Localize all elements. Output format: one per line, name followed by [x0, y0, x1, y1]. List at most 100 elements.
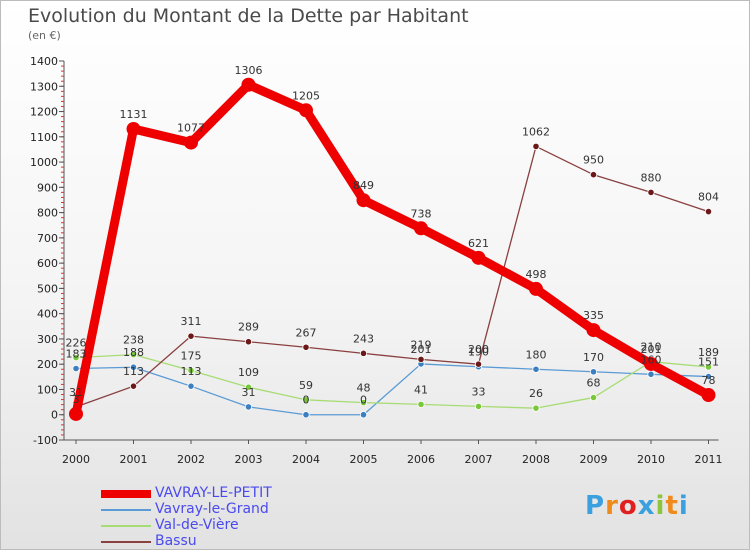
data-point — [589, 393, 598, 402]
x-tick-label: 2009 — [580, 453, 608, 466]
legend-label-val-de-viere: Val-de-Vière — [155, 517, 239, 533]
x-tick-label: 2001 — [120, 453, 148, 466]
data-point — [589, 368, 598, 376]
data-label: 238 — [123, 334, 144, 347]
proxiti-logo: Proxiti — [585, 491, 689, 521]
data-point — [532, 365, 540, 373]
data-point — [704, 363, 713, 371]
y-tick-label: 600 — [37, 257, 58, 270]
data-label: 190 — [468, 346, 489, 359]
y-tick-label: 900 — [37, 181, 58, 194]
data-point — [356, 193, 371, 208]
data-label: 267 — [296, 326, 317, 339]
data-label: 151 — [698, 356, 719, 369]
x-tick-label: 2002 — [177, 453, 205, 466]
data-point — [244, 383, 253, 391]
data-point — [299, 103, 313, 118]
data-label: 289 — [238, 321, 259, 334]
series-lines — [69, 77, 716, 421]
y-tick-label: 800 — [37, 207, 58, 220]
data-label: 113 — [181, 365, 202, 378]
data-point — [69, 406, 83, 421]
data-label: 68 — [587, 377, 601, 390]
data-label: 175 — [181, 350, 202, 363]
data-label: 33 — [472, 385, 486, 398]
data-label: 170 — [583, 351, 604, 364]
y-tick-label: 1000 — [30, 156, 58, 169]
y-tick-label: 400 — [37, 308, 58, 321]
chart-axes: -100010020030040050060070080090010001100… — [30, 55, 723, 466]
data-labels: 3113110771306120584973862149833520178183… — [66, 64, 720, 407]
data-point — [704, 207, 713, 216]
y-tick-label: 200 — [37, 358, 58, 371]
data-point — [586, 323, 601, 338]
data-point — [529, 281, 543, 296]
y-tick-label: 700 — [37, 232, 58, 245]
series-line-vavray-le-petit — [71, 80, 713, 419]
data-label: 31 — [242, 386, 256, 399]
data-label: 109 — [238, 366, 259, 379]
data-point — [241, 77, 256, 92]
logo-letter: x — [637, 491, 656, 521]
series-line-bassu — [75, 145, 710, 408]
series-line-val-de-viere — [75, 353, 710, 409]
data-label: 950 — [583, 154, 604, 167]
logo-letter: r — [605, 491, 619, 521]
y-tick-label: 100 — [37, 383, 58, 396]
data-point — [474, 402, 483, 410]
data-point — [589, 171, 598, 179]
x-tick-label: 2005 — [350, 453, 378, 466]
data-label: 849 — [353, 179, 374, 192]
data-point — [414, 221, 428, 236]
data-point — [244, 403, 253, 411]
y-tick-label: 300 — [37, 333, 58, 346]
data-point — [244, 338, 253, 346]
data-label: 160 — [641, 353, 662, 366]
data-point — [417, 400, 425, 408]
data-point — [129, 382, 138, 390]
chart-title: Evolution du Montant de la Dette par Hab… — [28, 5, 469, 27]
data-point — [187, 332, 195, 340]
data-point — [187, 382, 195, 390]
legend-label-vavray-le-grand: Vavray-le-Grand — [155, 501, 269, 517]
data-label: 3 — [73, 393, 80, 406]
logo-letter: P — [585, 491, 606, 521]
data-point — [644, 356, 658, 371]
data-label: 498 — [526, 268, 547, 281]
data-point — [647, 188, 655, 196]
data-label: 1306 — [235, 64, 263, 77]
data-point — [417, 355, 425, 363]
series-line-vavray-le-grand — [75, 363, 710, 416]
data-point — [704, 372, 713, 381]
data-label: 1062 — [522, 125, 550, 138]
data-label: 1205 — [292, 89, 320, 102]
series-vavray-le-petit — [69, 77, 716, 421]
data-point — [302, 396, 310, 404]
data-point — [126, 121, 141, 136]
data-point — [359, 411, 368, 419]
data-label: 226 — [66, 337, 87, 350]
y-tick-label: 1200 — [30, 106, 58, 119]
data-label: 621 — [468, 237, 489, 250]
legend-swatch-vavray-le-petit — [101, 490, 151, 498]
data-label: 180 — [526, 348, 547, 361]
data-label: 183 — [66, 347, 87, 360]
data-label: 48 — [357, 382, 371, 395]
chart-subtitle: (en €) — [28, 29, 61, 42]
data-label: 189 — [698, 346, 719, 359]
data-point — [129, 350, 138, 359]
x-tick-label: 2004 — [292, 453, 320, 466]
data-point — [532, 142, 540, 151]
y-tick-label: 1300 — [30, 80, 58, 93]
x-tick-label: 2003 — [235, 453, 263, 466]
data-point — [701, 388, 716, 403]
x-tick-label: 2007 — [465, 453, 493, 466]
x-tick-label: 2000 — [62, 453, 90, 466]
data-label: 41 — [414, 383, 428, 396]
data-point — [359, 349, 368, 357]
legend-swatch-val-de-viere — [101, 525, 151, 527]
data-label: 738 — [411, 207, 432, 220]
data-point — [302, 343, 310, 351]
y-tick-label: 1400 — [30, 55, 58, 68]
